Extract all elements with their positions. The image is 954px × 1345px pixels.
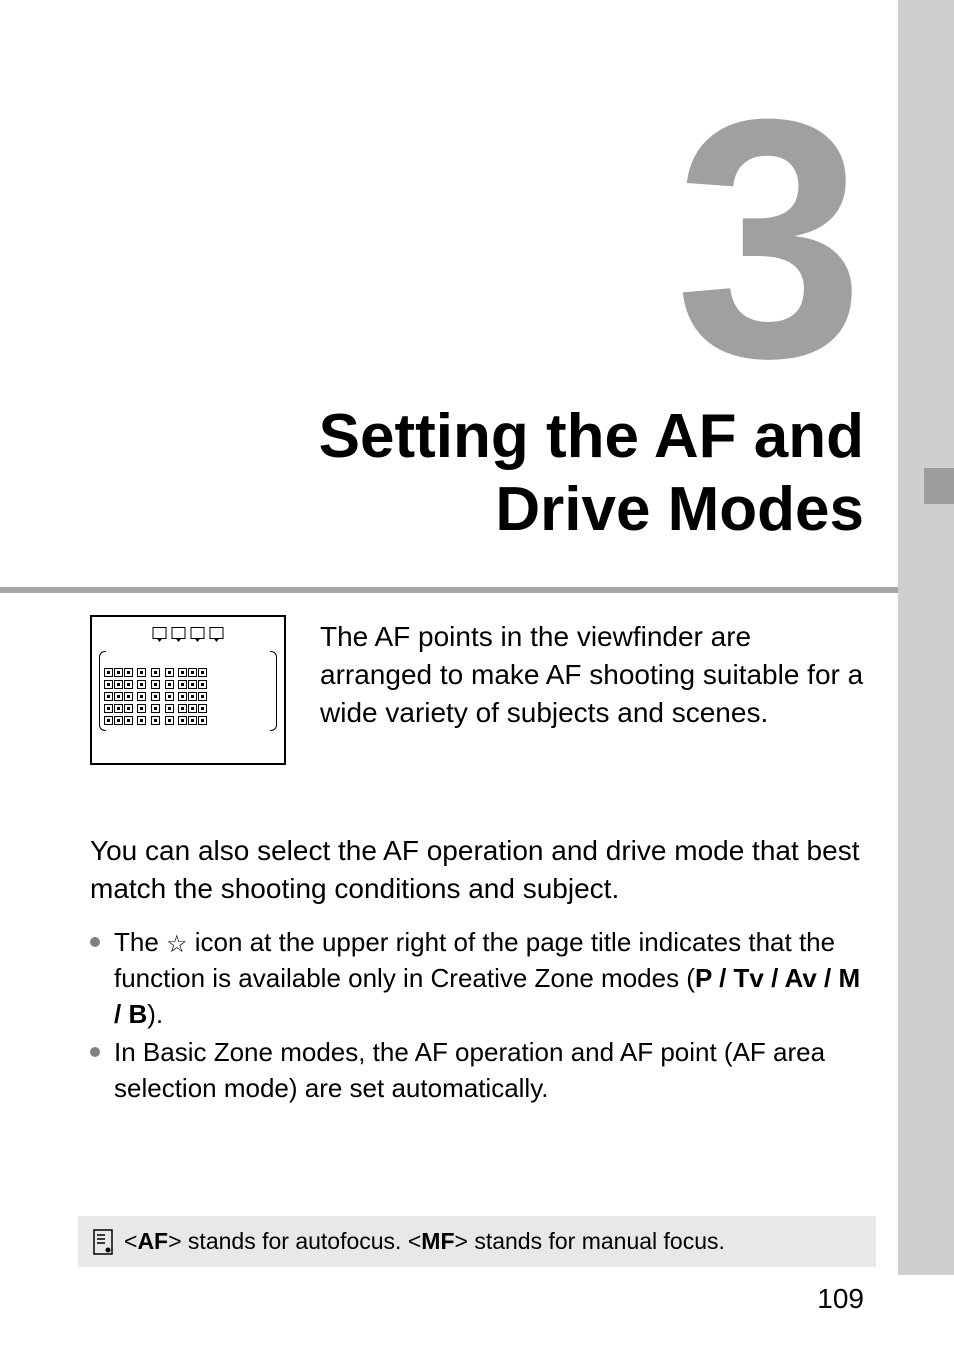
af-point-grid [104, 651, 272, 741]
af-point-group-center [137, 651, 174, 741]
text-fragment: The [114, 927, 166, 957]
text-fragment: > stands for manual focus. [455, 1228, 725, 1254]
chapter-title-line2: Drive Modes [495, 475, 864, 544]
text-fragment: ). [147, 999, 163, 1029]
text-fragment: > stands for autofocus. < [168, 1228, 421, 1254]
af-label: AF [137, 1228, 168, 1254]
viewfinder-diagram [90, 615, 286, 765]
af-mode-icon [153, 627, 167, 639]
star-icon: ☆ [166, 928, 188, 961]
note-text: <AF> stands for autofocus. <MF> stands f… [124, 1228, 725, 1255]
list-item: The ☆ icon at the upper right of the pag… [90, 925, 864, 1033]
af-point-group-right [178, 651, 207, 741]
chapter-number: 3 [675, 95, 864, 384]
af-area-mode-icons [153, 627, 224, 639]
mf-label: MF [421, 1228, 454, 1254]
note-icon [92, 1229, 114, 1255]
bullet-icon [90, 1047, 100, 1057]
af-mode-icon [191, 627, 205, 639]
af-mode-icon [172, 627, 186, 639]
section-divider [0, 587, 898, 593]
bullet-list: The ☆ icon at the upper right of the pag… [90, 925, 864, 1109]
text-fragment: < [124, 1228, 137, 1254]
af-point-group-left [104, 651, 133, 741]
body-paragraph: You can also select the AF operation and… [90, 832, 864, 908]
side-tab-marker [924, 468, 954, 504]
side-tab [898, 0, 954, 1275]
chapter-title-line1: Setting the AF and [319, 402, 864, 471]
bullet-text: The ☆ icon at the upper right of the pag… [114, 925, 864, 1033]
af-mode-icon [210, 627, 224, 639]
intro-paragraph: The AF points in the viewfinder are arra… [320, 618, 864, 731]
bullet-icon [90, 937, 100, 947]
list-item: In Basic Zone modes, the AF operation an… [90, 1035, 864, 1107]
page-number: 109 [817, 1283, 864, 1315]
bullet-text: In Basic Zone modes, the AF operation an… [114, 1035, 864, 1107]
footnote-box: <AF> stands for autofocus. <MF> stands f… [78, 1216, 876, 1267]
chapter-title: Setting the AF and Drive Modes [90, 400, 864, 546]
